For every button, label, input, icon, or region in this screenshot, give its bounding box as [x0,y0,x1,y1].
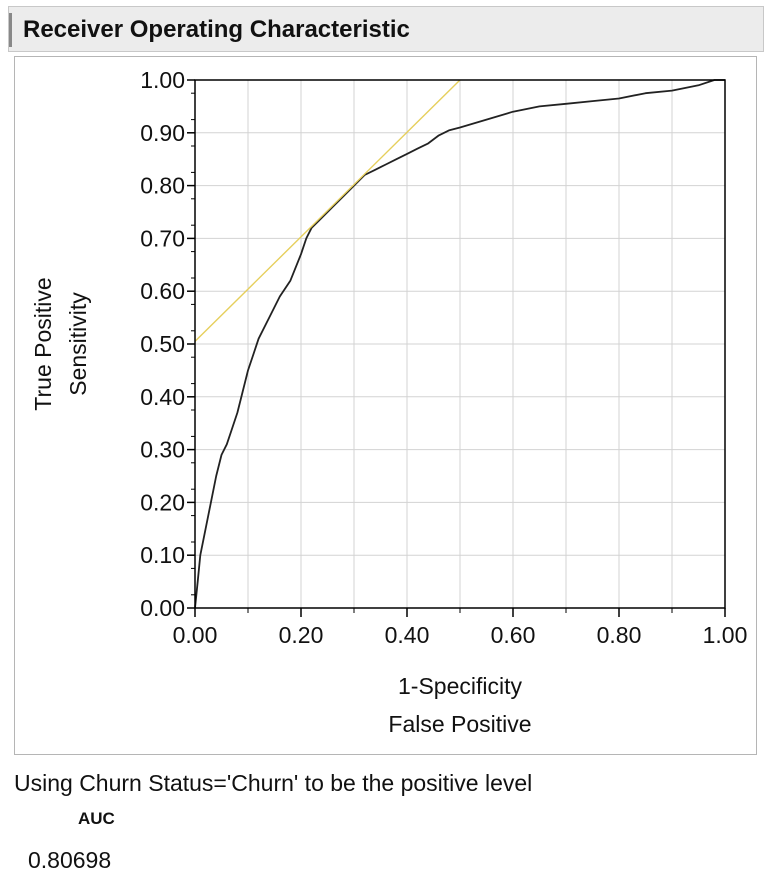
y-axis-label-line2: Sensitivity [65,292,91,396]
x-tick-label: 0.00 [173,622,218,648]
y-tick-label: 0.90 [140,120,185,146]
y-tick-label: 0.60 [140,278,185,304]
y-tick-label: 0.20 [140,489,185,515]
y-tick-label: 0.10 [140,542,185,568]
x-axis-label-line2: False Positive [388,711,531,737]
roc-chart: 0.00 0.10 0.20 0.30 0.40 0.50 0.60 0.70 0.80 0.90… [30,67,747,737]
x-tick-label: 0.20 [279,622,324,648]
tick-layer: 0.00 0.10 0.20 0.30 0.40 0.50 0.60 0.70 0.80 0.90… [140,67,747,648]
y-axis-label-line1: True Positive [30,277,56,410]
y-tick-label: 1.00 [140,67,185,93]
axis-labels: 1-Specificity False Positive True Positive… [30,277,532,737]
auc-header: AUC [78,809,115,828]
series-layer [194,79,725,609]
x-tick-label: 0.80 [597,622,642,648]
grid-layer [195,80,725,608]
y-tick-label: 0.00 [140,595,185,621]
y-tick-label: 0.30 [140,437,185,463]
report-title: Receiver Operating Characteristic [23,16,410,43]
y-tick-label: 0.80 [140,173,185,199]
y-tick-label: 0.40 [140,384,185,410]
x-tick-label: 0.60 [491,622,536,648]
x-tick-label: 1.00 [703,622,748,648]
report-header[interactable]: Receiver Operating Characteristic [8,6,764,52]
collapse-handle[interactable] [9,13,12,47]
auc-value: 0.80698 [28,847,112,873]
x-axis-label-line1: 1-Specificity [398,673,522,699]
positive-level-note: Using Churn Status='Churn' to be the pos… [14,770,533,796]
roc-curve [194,79,725,609]
y-tick-label: 0.70 [140,225,185,251]
y-tick-label: 0.50 [140,331,185,357]
tangent-line [194,79,461,342]
x-tick-label: 0.40 [385,622,430,648]
